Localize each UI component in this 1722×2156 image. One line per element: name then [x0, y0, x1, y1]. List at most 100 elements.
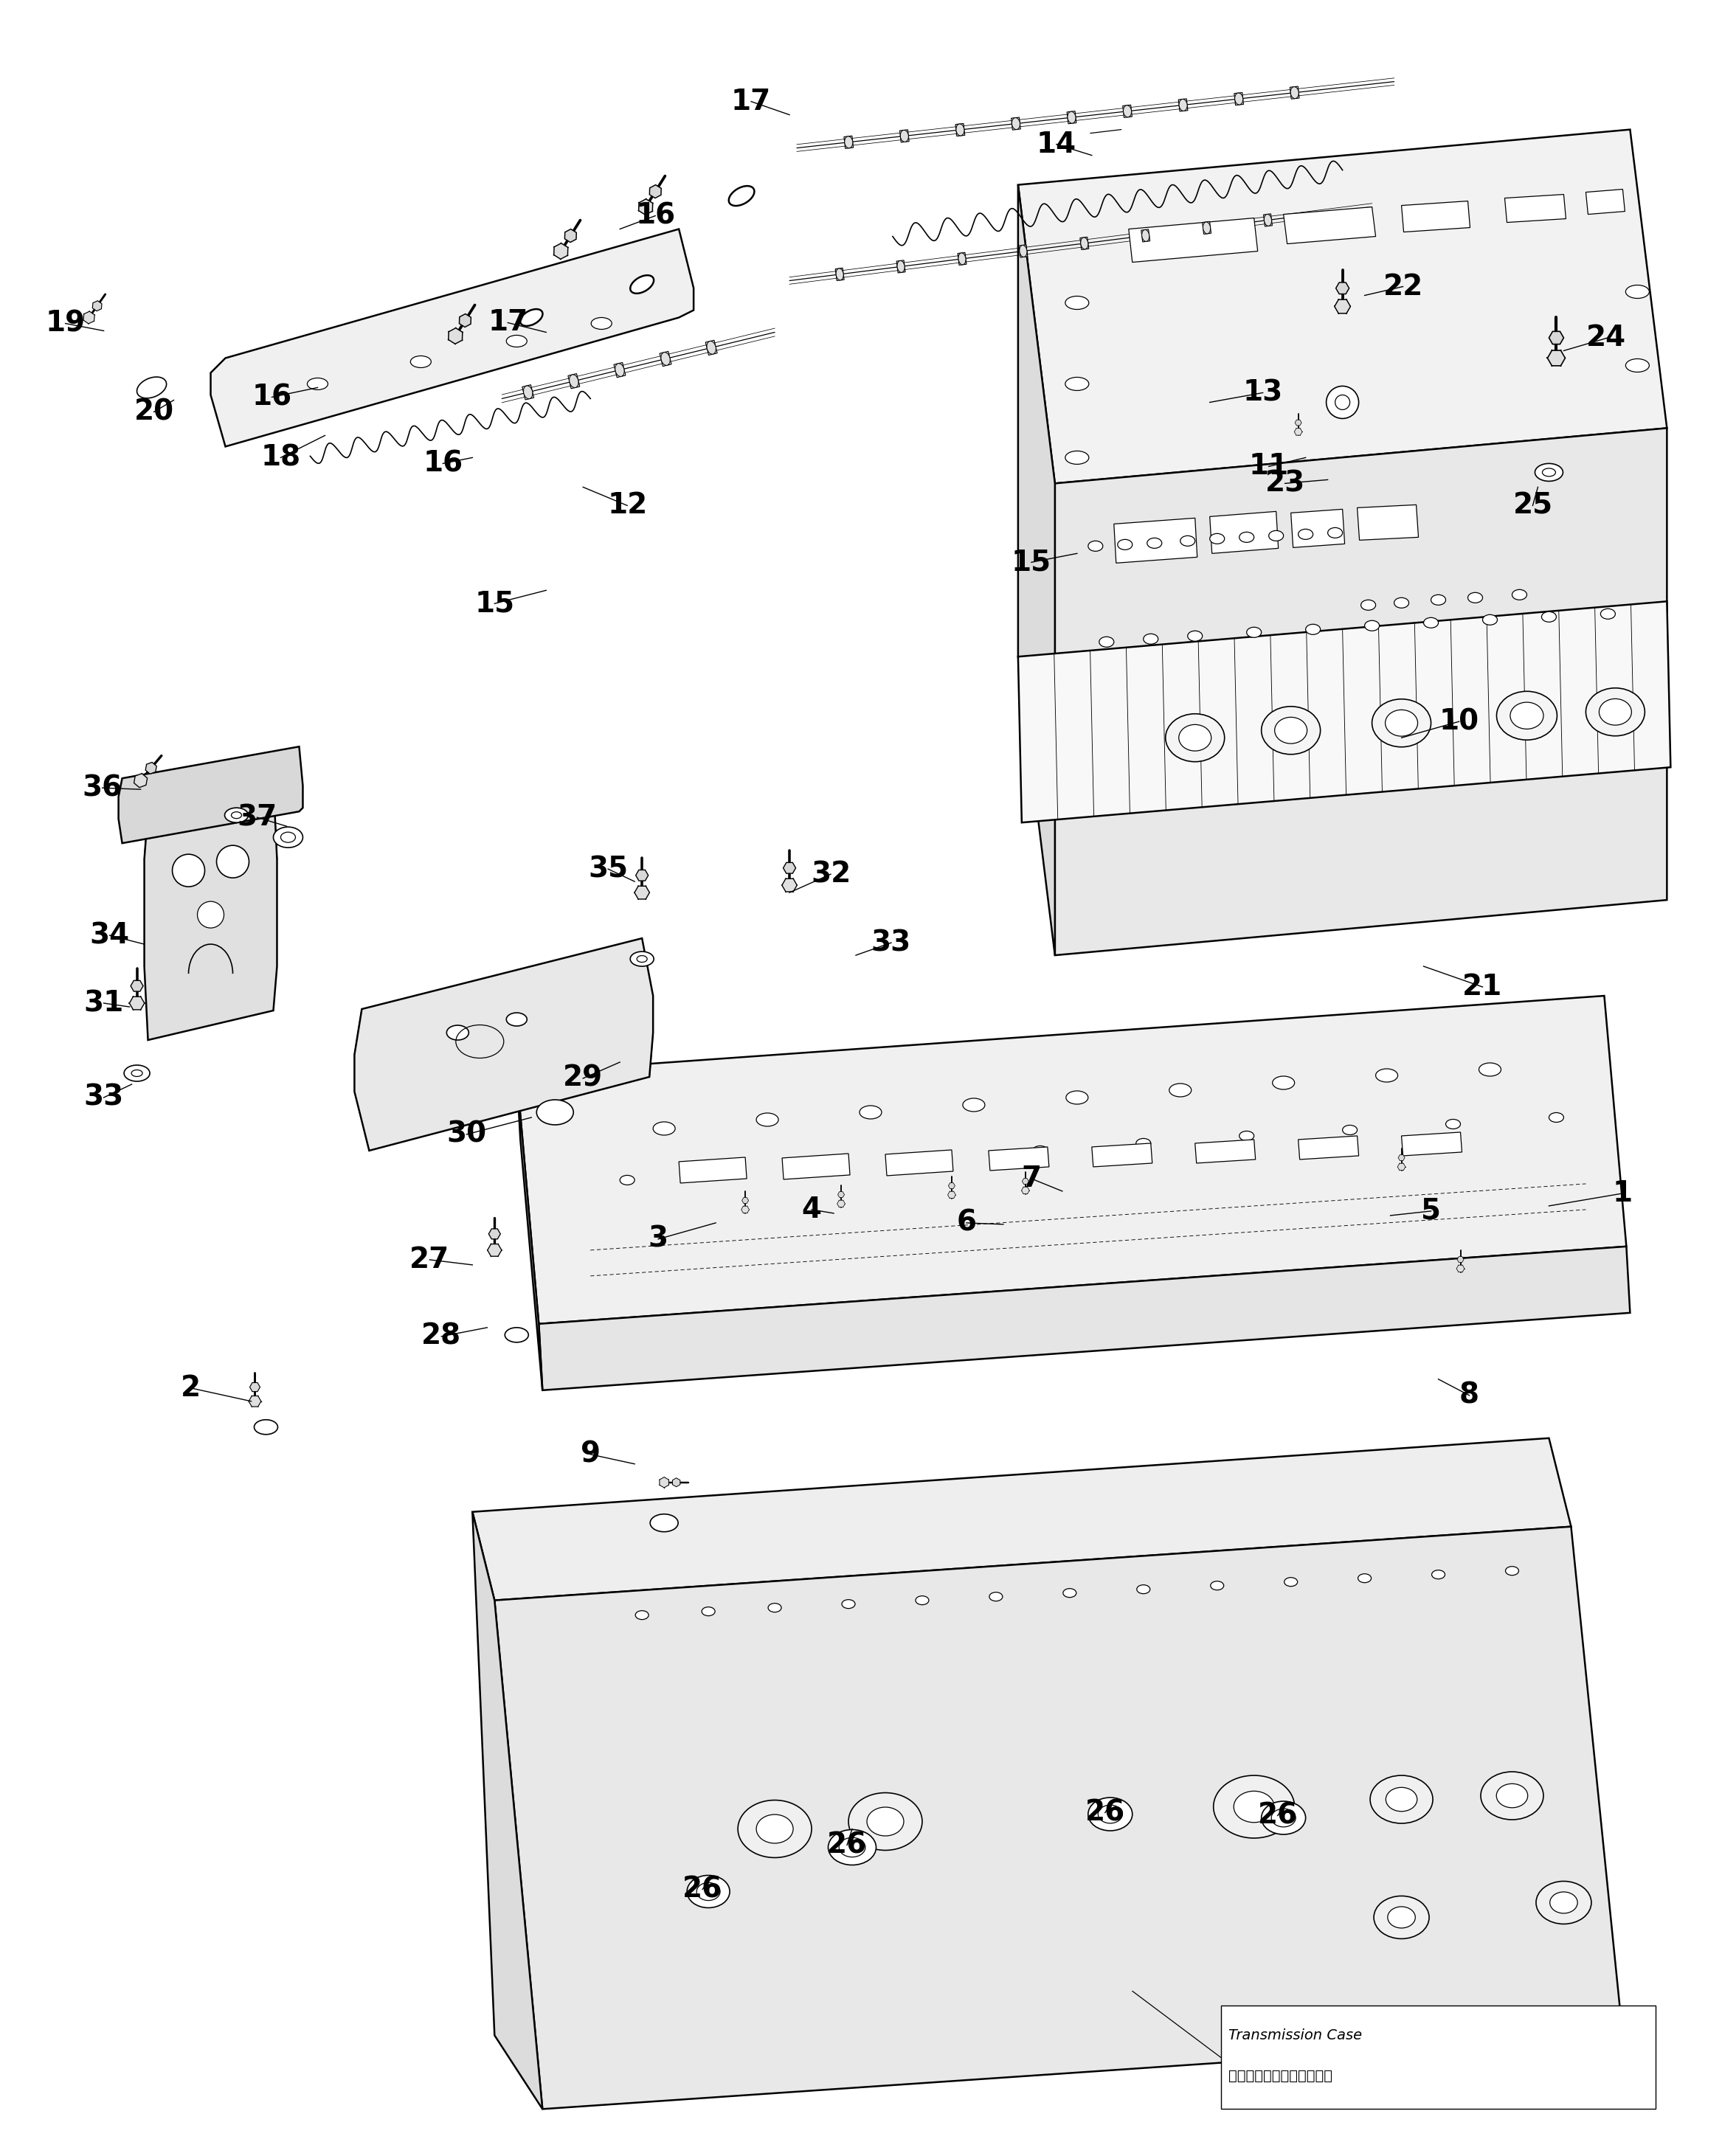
- Ellipse shape: [1550, 1893, 1577, 1912]
- Ellipse shape: [1180, 99, 1186, 110]
- Text: トランスミッションケース: トランスミッションケース: [1228, 2070, 1333, 2083]
- Text: 4: 4: [802, 1197, 821, 1225]
- Polygon shape: [1457, 1257, 1464, 1261]
- Polygon shape: [1092, 1143, 1152, 1166]
- Ellipse shape: [1512, 589, 1527, 599]
- Text: 8: 8: [1459, 1382, 1479, 1410]
- Ellipse shape: [1481, 1772, 1543, 1820]
- Text: 6: 6: [956, 1210, 976, 1238]
- Ellipse shape: [1247, 627, 1262, 638]
- Polygon shape: [899, 129, 909, 142]
- Polygon shape: [1550, 332, 1564, 345]
- Polygon shape: [1290, 86, 1300, 99]
- Polygon shape: [522, 384, 534, 399]
- Polygon shape: [1195, 1141, 1255, 1162]
- Ellipse shape: [1240, 533, 1254, 543]
- Circle shape: [172, 854, 205, 886]
- Text: 22: 22: [1383, 272, 1422, 300]
- Text: 16: 16: [251, 384, 291, 412]
- Polygon shape: [613, 362, 625, 377]
- Ellipse shape: [1600, 699, 1631, 724]
- Ellipse shape: [828, 1830, 876, 1865]
- Polygon shape: [517, 1074, 542, 1391]
- Text: 26: 26: [827, 1830, 866, 1858]
- Polygon shape: [355, 938, 653, 1151]
- Ellipse shape: [1099, 1805, 1123, 1824]
- Ellipse shape: [1305, 625, 1321, 634]
- Polygon shape: [1402, 1132, 1462, 1156]
- Text: 26: 26: [1085, 1798, 1124, 1826]
- Polygon shape: [1011, 116, 1021, 129]
- Polygon shape: [837, 1201, 846, 1207]
- Text: 13: 13: [1243, 379, 1283, 407]
- Ellipse shape: [274, 828, 303, 847]
- Ellipse shape: [1479, 1063, 1502, 1076]
- Ellipse shape: [255, 1419, 277, 1434]
- Ellipse shape: [1386, 1787, 1417, 1811]
- Ellipse shape: [956, 123, 964, 136]
- Circle shape: [198, 901, 224, 927]
- Polygon shape: [129, 996, 145, 1009]
- Polygon shape: [145, 783, 277, 1039]
- Ellipse shape: [1188, 632, 1202, 640]
- Ellipse shape: [570, 375, 579, 388]
- Polygon shape: [1457, 1266, 1464, 1272]
- Ellipse shape: [1264, 213, 1271, 226]
- Polygon shape: [649, 185, 661, 198]
- Ellipse shape: [281, 832, 296, 843]
- Polygon shape: [1019, 246, 1028, 257]
- Polygon shape: [844, 136, 854, 149]
- Polygon shape: [740, 1205, 749, 1214]
- Ellipse shape: [1233, 1792, 1274, 1822]
- Ellipse shape: [1066, 451, 1088, 464]
- Text: 11: 11: [1248, 453, 1288, 481]
- Ellipse shape: [1240, 1132, 1254, 1141]
- Ellipse shape: [687, 1876, 730, 1908]
- Ellipse shape: [1013, 119, 1019, 129]
- Text: 10: 10: [1440, 707, 1479, 735]
- Ellipse shape: [1374, 1895, 1429, 1938]
- Polygon shape: [489, 1229, 501, 1240]
- Polygon shape: [1336, 282, 1348, 293]
- Ellipse shape: [1062, 1589, 1076, 1598]
- Ellipse shape: [1269, 530, 1283, 541]
- Polygon shape: [1357, 505, 1419, 541]
- Polygon shape: [568, 373, 580, 388]
- Text: 23: 23: [1266, 470, 1305, 498]
- Polygon shape: [210, 229, 694, 446]
- Polygon shape: [956, 123, 964, 136]
- Ellipse shape: [959, 252, 966, 265]
- Text: 35: 35: [589, 856, 629, 884]
- Ellipse shape: [1626, 358, 1650, 373]
- Text: 17: 17: [487, 308, 529, 336]
- Text: 26: 26: [1257, 1802, 1298, 1830]
- Polygon shape: [565, 229, 577, 241]
- Text: 3: 3: [647, 1225, 668, 1253]
- Ellipse shape: [1372, 699, 1431, 746]
- Ellipse shape: [1088, 1798, 1133, 1830]
- Ellipse shape: [1359, 1574, 1371, 1583]
- Ellipse shape: [1019, 246, 1026, 257]
- Polygon shape: [1335, 300, 1350, 313]
- Polygon shape: [539, 1246, 1631, 1391]
- Ellipse shape: [635, 1611, 649, 1619]
- Ellipse shape: [1285, 1578, 1297, 1587]
- Ellipse shape: [231, 813, 241, 819]
- Ellipse shape: [1118, 539, 1133, 550]
- Ellipse shape: [1033, 1145, 1047, 1156]
- Polygon shape: [742, 1197, 749, 1203]
- Ellipse shape: [1262, 707, 1321, 755]
- Polygon shape: [1021, 1188, 1030, 1194]
- Polygon shape: [949, 1184, 956, 1188]
- Polygon shape: [1018, 129, 1667, 483]
- Ellipse shape: [446, 1026, 468, 1039]
- Ellipse shape: [1431, 1570, 1445, 1578]
- Text: 29: 29: [563, 1065, 603, 1093]
- Text: 2: 2: [181, 1373, 201, 1401]
- Ellipse shape: [630, 276, 654, 293]
- Ellipse shape: [827, 1160, 840, 1171]
- Ellipse shape: [506, 1013, 527, 1026]
- Ellipse shape: [1088, 541, 1102, 552]
- Polygon shape: [1264, 213, 1273, 226]
- Polygon shape: [250, 1382, 260, 1391]
